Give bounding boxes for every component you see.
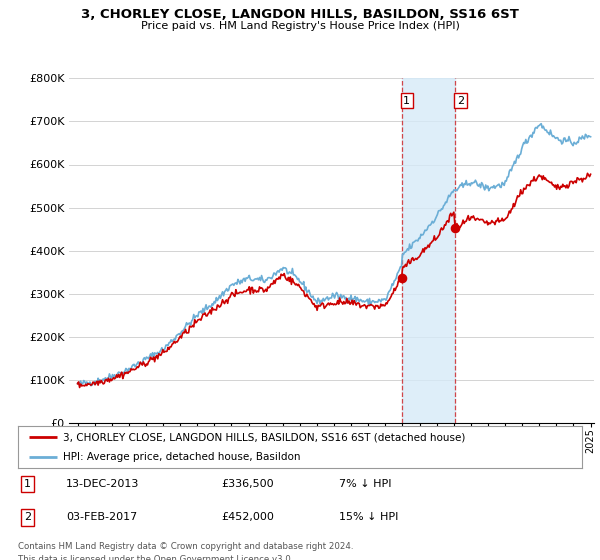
Text: 1: 1	[403, 96, 410, 106]
Text: 15% ↓ HPI: 15% ↓ HPI	[340, 512, 399, 522]
Text: 3, CHORLEY CLOSE, LANGDON HILLS, BASILDON, SS16 6ST (detached house): 3, CHORLEY CLOSE, LANGDON HILLS, BASILDO…	[63, 432, 466, 442]
Text: HPI: Average price, detached house, Basildon: HPI: Average price, detached house, Basi…	[63, 452, 301, 462]
Text: 2: 2	[23, 512, 31, 522]
Text: 03-FEB-2017: 03-FEB-2017	[66, 512, 137, 522]
Text: 2: 2	[457, 96, 464, 106]
Bar	[401, 78, 455, 423]
Text: Price paid vs. HM Land Registry's House Price Index (HPI): Price paid vs. HM Land Registry's House …	[140, 21, 460, 31]
Text: 3, CHORLEY CLOSE, LANGDON HILLS, BASILDON, SS16 6ST: 3, CHORLEY CLOSE, LANGDON HILLS, BASILDO…	[81, 8, 519, 21]
Text: 13-DEC-2013: 13-DEC-2013	[66, 479, 139, 489]
Point	[397, 273, 406, 282]
Text: Contains HM Land Registry data © Crown copyright and database right 2024.
This d: Contains HM Land Registry data © Crown c…	[18, 542, 353, 560]
Text: 1: 1	[23, 479, 31, 489]
Text: 7% ↓ HPI: 7% ↓ HPI	[340, 479, 392, 489]
Text: £336,500: £336,500	[221, 479, 274, 489]
Text: £452,000: £452,000	[221, 512, 274, 522]
Point	[451, 224, 460, 233]
